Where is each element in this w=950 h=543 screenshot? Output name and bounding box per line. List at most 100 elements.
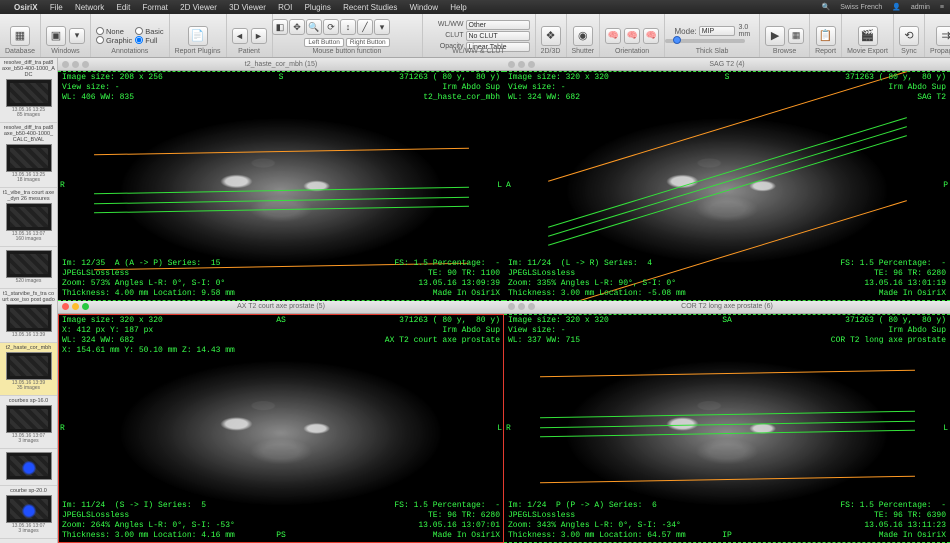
2d3d-icon[interactable]: ❖ xyxy=(541,26,561,46)
browse-menu-icon[interactable]: ▦ xyxy=(788,28,804,44)
shutter-icon[interactable]: ◉ xyxy=(573,26,593,46)
series-thumb[interactable]: courbes sp-16.0 13.05.16 13:07 3 images xyxy=(0,396,57,449)
overlay-bottom-left: Im: 12/35 A (A -> P) Series: 15 JPEGLSLo… xyxy=(62,259,235,299)
orientation-marker: IP xyxy=(722,531,732,541)
viewport-grid: t2_haste_cor_mbh (15) Image size: 208 x … xyxy=(58,58,950,543)
tool-scroll-icon[interactable]: ↕ xyxy=(340,19,356,35)
slab-mode-select[interactable]: MIP xyxy=(699,26,735,36)
orientation-marker: PS xyxy=(276,531,286,541)
overlay-top-right: 371263 ( 80 y, 80 y) Irm Abdo Sup COR T2… xyxy=(831,316,946,346)
pane-title: AX T2 court axe prostate (5) xyxy=(237,303,325,310)
tool-menu-icon[interactable]: ▾ xyxy=(374,19,390,35)
series-thumb[interactable]: t1_vibe_tra court axe_dyn 26 mesures 13.… xyxy=(0,188,57,247)
viewport-top-right[interactable]: SAG T2 (4) Image size: 320 x 320 View si… xyxy=(504,58,950,301)
series-sidebar[interactable]: resolve_diff_tra pat8 axe_b50-400-1000_A… xyxy=(0,58,58,543)
report-plugins-group: 📄 Report Plugins xyxy=(170,14,227,57)
tool-move-icon[interactable]: ✥ xyxy=(289,19,305,35)
movie-export-icon[interactable]: 🎬 xyxy=(858,26,878,46)
orientation-marker: R xyxy=(506,424,511,434)
overlay-bottom-right: FS: 1.5 Percentage: - TE: 96 TR: 6280 13… xyxy=(840,259,946,299)
tool-zoom-icon[interactable]: 🔍 xyxy=(306,19,322,35)
windows-group: ▣ ▾ Windows xyxy=(41,14,91,57)
propagate-icon[interactable]: ⇉ xyxy=(936,26,950,46)
clut-select[interactable]: No CLUT xyxy=(466,31,530,41)
annot-full-radio xyxy=(135,36,143,44)
orientation-marker: S xyxy=(725,73,730,83)
os-menubar: OsiriX File Network Edit Format 2D Viewe… xyxy=(0,0,950,14)
overlay-top-right: 371263 ( 80 y, 80 y) Irm Abdo Sup AX T2 … xyxy=(385,316,500,346)
overlay-bottom-right: FS: 1.5 Percentage: - TE: 96 TR: 6390 13… xyxy=(840,501,946,541)
sync-icon[interactable]: ⟲ xyxy=(899,26,919,46)
orientation-marker: SA xyxy=(722,316,732,326)
browse-play-icon[interactable]: ▶ xyxy=(765,26,785,46)
orientation-marker: R xyxy=(60,181,65,191)
app-name[interactable]: OsiriX xyxy=(14,3,38,12)
series-thumb[interactable]: 520 images xyxy=(0,247,57,289)
user-icon: 👤 xyxy=(892,4,901,11)
overlay-bottom-left: Im: 11/24 (S -> I) Series: 5 JPEGLSLossl… xyxy=(62,501,235,541)
pane-titlebar[interactable]: SAG T2 (4) xyxy=(504,58,950,71)
annot-none-radio xyxy=(96,27,104,35)
os-menubar-menus[interactable]: OsiriX File Network Edit Format 2D Viewe… xyxy=(14,3,477,12)
patient-next-button[interactable]: ► xyxy=(251,28,267,44)
annot-basic-radio xyxy=(135,27,143,35)
orientation-marker: S xyxy=(279,73,284,83)
orientation-sag-icon[interactable]: 🧠 xyxy=(643,28,659,44)
thumb-image xyxy=(6,250,52,278)
pane-title: t2_haste_cor_mbh (15) xyxy=(245,61,317,68)
orientation-marker: R xyxy=(60,424,65,434)
thumb-image xyxy=(6,452,52,480)
series-thumb[interactable]: courbe sp-20.0 13.05.16 13:07 3 images xyxy=(0,486,57,539)
thumb-image xyxy=(6,144,52,172)
overlay-bottom-right: FS: 1.5 Percentage: - TE: 96 TR: 6280 13… xyxy=(394,501,500,541)
thumb-image xyxy=(6,495,52,523)
layout-grid-icon[interactable]: ▣ xyxy=(46,26,66,46)
tool-wlww-icon[interactable]: ◧ xyxy=(272,19,288,35)
thumb-image xyxy=(6,203,52,231)
series-thumb[interactable]: resolve_diff_tra pat8 axe_b50-400-1000_C… xyxy=(0,123,57,188)
overlay-top-right: 371263 ( 80 y, 80 y) Irm Abdo Sup t2_has… xyxy=(399,73,500,103)
tool-length-icon[interactable]: ╱ xyxy=(357,19,373,35)
overlay-top-left: Image size: 208 x 256 View size: - WL: 4… xyxy=(62,73,163,103)
thumb-image xyxy=(6,352,52,380)
wlww-select[interactable]: Other xyxy=(466,20,530,30)
pane-titlebar[interactable]: AX T2 court axe prostate (5) xyxy=(58,301,504,314)
thumb-image xyxy=(6,79,52,107)
overlay-bottom-left: Im: 11/24 (L -> R) Series: 4 JPEGLSLossl… xyxy=(508,259,686,299)
database-icon[interactable]: ▦ xyxy=(10,26,30,46)
pane-titlebar[interactable]: t2_haste_cor_mbh (15) xyxy=(58,58,504,71)
viewport-bottom-left[interactable]: AX T2 court axe prostate (5) Image size:… xyxy=(58,301,504,543)
orientation-marker: P xyxy=(943,181,948,191)
patient-group: ◄ ► Patient xyxy=(227,14,273,57)
orientation-marker: L xyxy=(497,424,502,434)
series-thumb[interactable] xyxy=(0,449,57,486)
menu-extras-icon[interactable]: ≡ xyxy=(940,4,944,11)
overlay-bottom-right: FS: 1.5 Percentage: - TE: 90 TR: 1100 13… xyxy=(394,259,500,299)
series-thumb[interactable]: t2_haste_cor_mbh 13.05.16 13:39 35 image… xyxy=(0,343,57,396)
search-icon[interactable]: 🔍 xyxy=(822,4,831,11)
layout-menu-icon[interactable]: ▾ xyxy=(69,28,85,44)
series-thumb[interactable]: resolve_diff_tra pat8 axe_b50-400-1000_A… xyxy=(0,58,57,123)
pane-title: SAG T2 (4) xyxy=(709,61,744,68)
os-status-right: 🔍 Swiss French 👤 admin ≡ xyxy=(814,3,944,11)
tool-rotate-icon[interactable]: ⟳ xyxy=(323,19,339,35)
patient-prev-button[interactable]: ◄ xyxy=(232,28,248,44)
report-icon[interactable]: 📋 xyxy=(816,26,836,46)
orientation-cor-icon[interactable]: 🧠 xyxy=(624,28,640,44)
pane-titlebar[interactable]: COR T2 long axe prostate (6) xyxy=(504,301,950,314)
viewport-bottom-right[interactable]: COR T2 long axe prostate (6) Image size:… xyxy=(504,301,950,543)
app-toolbar: ▦ Database ▣ ▾ Windows None Graphic Basi… xyxy=(0,14,950,58)
report-plugins-icon[interactable]: 📄 xyxy=(188,26,208,46)
orientation-marker: L xyxy=(497,181,502,191)
overlay-top-right: 371263 ( 80 y, 80 y) Irm Abdo Sup SAG T2 xyxy=(845,73,946,103)
overlay-top-left: Image size: 320 x 320 View size: - WL: 3… xyxy=(508,73,609,103)
mouse-right-button[interactable]: Right Button xyxy=(346,38,390,47)
pane-title: COR T2 long axe prostate (6) xyxy=(681,303,773,310)
orientation-axial-icon[interactable]: 🧠 xyxy=(605,28,621,44)
overlay-bottom-left: Im: 1/24 P (P -> A) Series: 6 JPEGLSLoss… xyxy=(508,501,686,541)
mouse-left-button[interactable]: Left Button xyxy=(304,38,343,47)
series-thumb[interactable]: t1_starvibe_fs_tra court axe_iso post ga… xyxy=(0,289,57,343)
viewport-top-left[interactable]: t2_haste_cor_mbh (15) Image size: 208 x … xyxy=(58,58,504,301)
thumb-image xyxy=(6,405,52,433)
slab-thickness-slider[interactable] xyxy=(665,39,745,43)
